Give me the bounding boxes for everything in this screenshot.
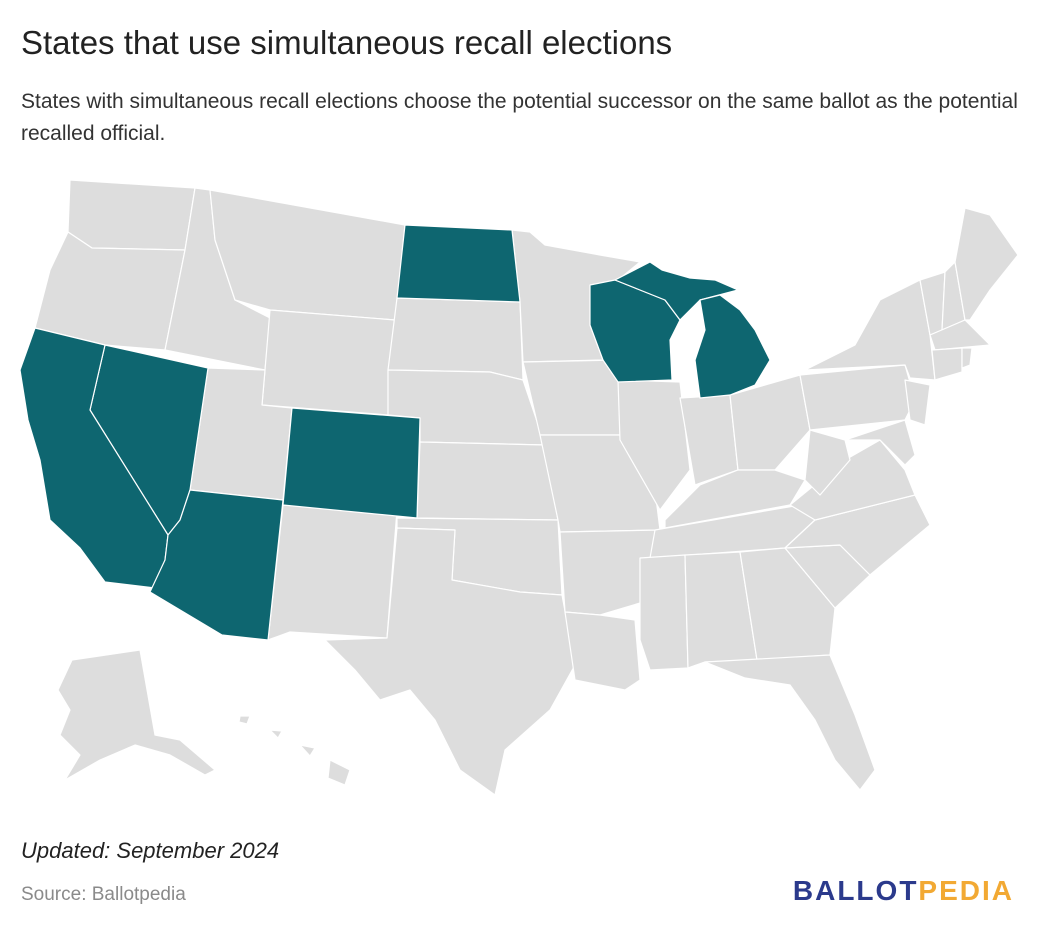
state-oregon[interactable] [34, 231, 186, 351]
logo-part2: PEDIA [918, 875, 1014, 906]
state-texas[interactable] [324, 527, 576, 796]
state-arkansas[interactable] [559, 529, 661, 616]
state-rhode-island[interactable] [961, 347, 973, 369]
state-connecticut[interactable] [931, 347, 963, 381]
state-arizona[interactable] [149, 489, 284, 641]
state-massachusetts[interactable] [929, 319, 991, 351]
state-wyoming[interactable] [261, 309, 396, 416]
state-california[interactable] [19, 327, 169, 589]
state-pennsylvania[interactable] [799, 364, 916, 431]
state-new-jersey[interactable] [904, 379, 931, 426]
chart-title: States that use simultaneous recall elec… [21, 24, 673, 61]
state-hawaii-big[interactable] [327, 759, 351, 786]
us-map [0, 160, 1040, 820]
state-alaska[interactable] [57, 649, 216, 781]
state-kansas[interactable] [416, 441, 559, 521]
state-louisiana[interactable] [564, 611, 641, 691]
state-maryland[interactable] [844, 419, 916, 466]
state-maine[interactable] [954, 207, 1019, 321]
state-new-mexico[interactable] [267, 504, 398, 641]
chart-subtitle: States with simultaneous recall election… [21, 90, 1018, 145]
state-south-dakota[interactable] [387, 297, 524, 381]
state-illinois[interactable] [617, 379, 691, 511]
state-montana[interactable] [209, 189, 406, 321]
state-hawaii-maui[interactable] [299, 744, 316, 757]
state-west-virginia[interactable] [804, 429, 851, 496]
state-mississippi[interactable] [639, 554, 689, 671]
state-georgia[interactable] [739, 547, 836, 661]
state-colorado[interactable] [282, 407, 421, 519]
logo-part1: BALLOT [792, 875, 919, 906]
state-north-dakota[interactable] [396, 224, 521, 303]
state-florida[interactable] [704, 654, 876, 791]
state-ohio[interactable] [729, 374, 811, 471]
source-note: Source: Ballotpedia [21, 884, 186, 905]
state-michigan-upper[interactable] [614, 261, 739, 321]
updated-note: Updated: September 2024 [21, 838, 280, 863]
state-washington[interactable] [67, 179, 196, 251]
state-new-york[interactable] [804, 279, 936, 381]
state-hawaii-kauai[interactable] [238, 715, 251, 725]
state-michigan-lower[interactable] [694, 294, 771, 399]
state-hawaii-oahu[interactable] [269, 729, 283, 739]
ballotpedia-logo: BALLOTPEDIA [793, 875, 1014, 907]
